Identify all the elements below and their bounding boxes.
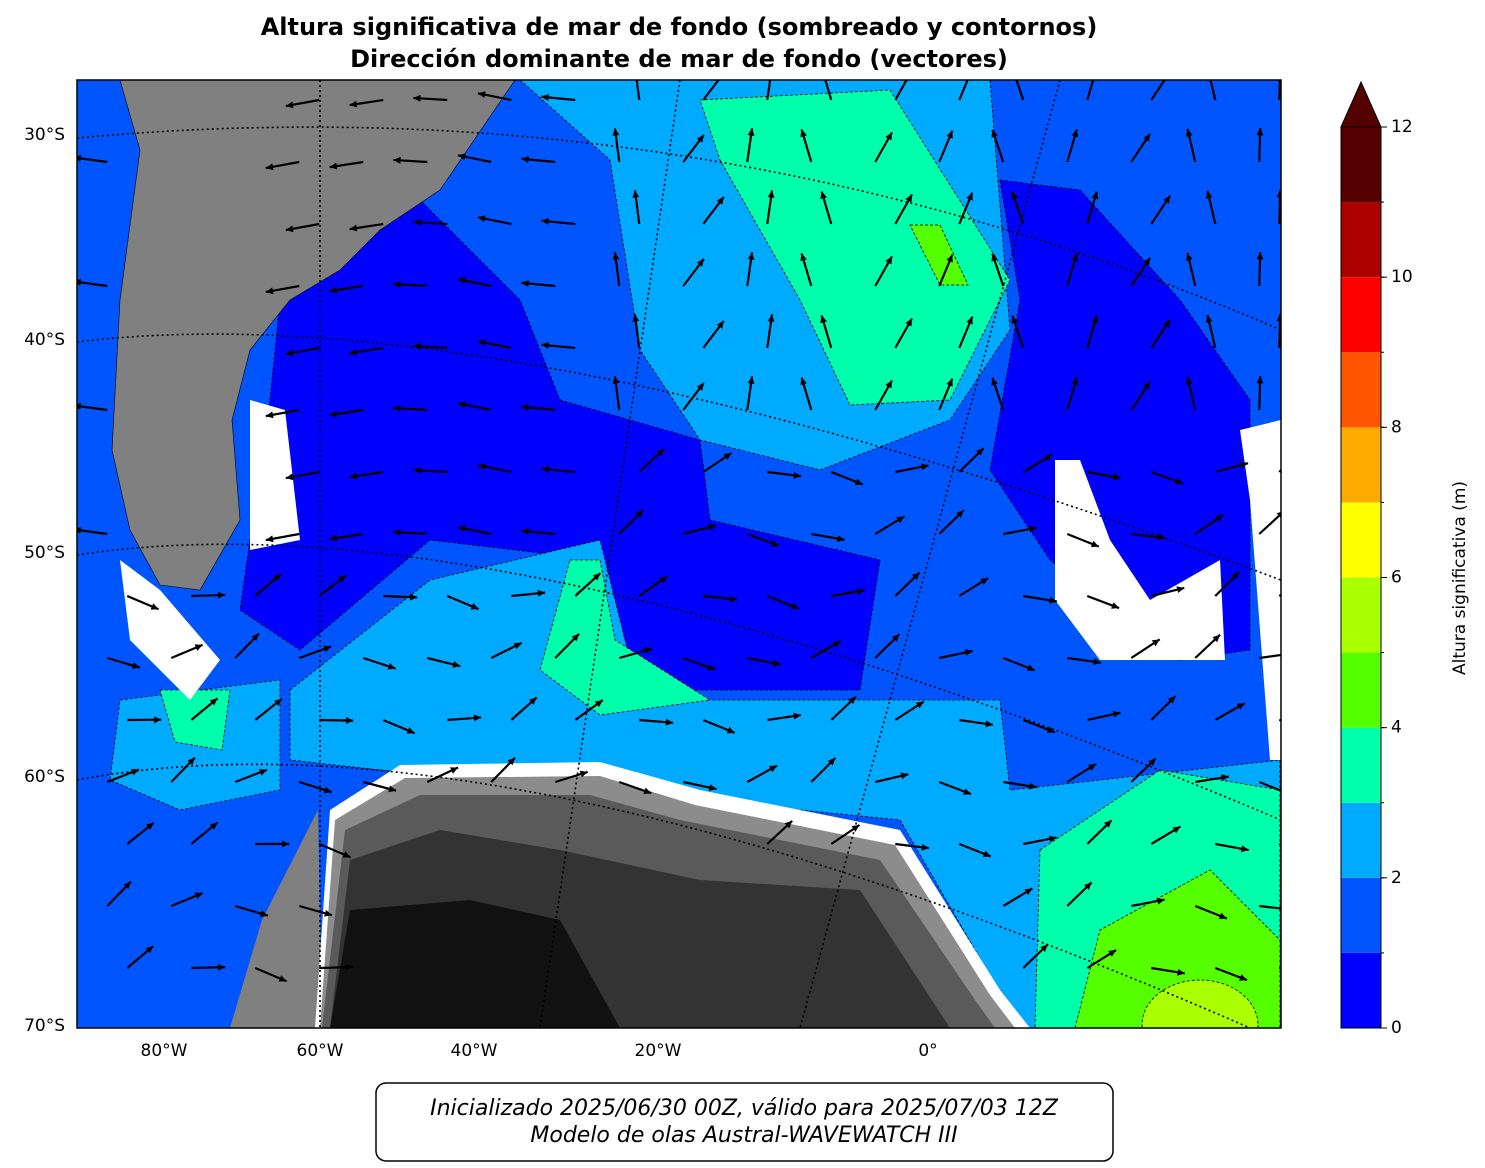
colorbar-band — [1341, 803, 1381, 878]
vector-head — [1296, 448, 1304, 456]
colorbar-extension — [1341, 82, 1381, 127]
vector-head — [1304, 958, 1312, 965]
colorbar-tick-label: 8 — [1391, 417, 1402, 437]
colorbar: 0 2 4 6 8 10 12 — [1341, 82, 1413, 1038]
colorbar-band — [1341, 277, 1381, 352]
lat-label: 30°S — [24, 125, 65, 145]
vector — [1279, 720, 1312, 727]
colorbar-band — [1341, 578, 1381, 653]
vector-head — [1283, 789, 1291, 795]
footer-line: Inicializado 2025/06/30 00Z, válido para… — [430, 1096, 1059, 1121]
lat-label: 40°S — [24, 330, 65, 350]
vector-head — [1011, 68, 1018, 76]
vector-head — [1091, 67, 1098, 75]
lat-label: 70°S — [24, 1016, 65, 1036]
lon-label: 60°W — [297, 1041, 344, 1061]
colorbar-label: Altura significativa (m) — [1450, 481, 1470, 675]
title-line: Dirección dominante de mar de fondo (vec… — [350, 45, 1008, 73]
colorbar-band — [1341, 502, 1381, 577]
sea-shading — [1142, 980, 1258, 1070]
lon-label: 80°W — [141, 1041, 188, 1061]
colorbar-tick-label: 6 — [1391, 568, 1402, 588]
vector — [1279, 960, 1312, 968]
map — [74, 66, 1313, 1070]
lon-label: 20°W — [635, 1041, 682, 1061]
vector — [1279, 66, 1280, 100]
vector-head — [1305, 722, 1313, 729]
colorbar-tick-label: 4 — [1391, 718, 1402, 738]
vector-head — [1285, 651, 1293, 658]
colorbar-band — [1341, 202, 1381, 277]
vector-head — [1285, 906, 1293, 913]
colorbar-band — [1341, 728, 1381, 803]
vector — [1279, 844, 1311, 856]
colorbar-tick-label: 2 — [1391, 868, 1402, 888]
colorbar-band — [1341, 427, 1381, 502]
colorbar-tick-label: 12 — [1391, 117, 1413, 137]
colorbar-band — [1341, 653, 1381, 728]
footer-box — [376, 1083, 1113, 1161]
colorbar-band — [1341, 352, 1381, 427]
colorbar-band — [1341, 127, 1381, 202]
colorbar-band — [1341, 878, 1381, 953]
colorbar-tick-label: 0 — [1391, 1018, 1402, 1038]
vector — [1279, 580, 1309, 596]
vector-head — [1303, 850, 1311, 857]
colorbar-band — [1341, 953, 1381, 1028]
footer-line: Modelo de olas Austral-WAVEWATCH III — [530, 1123, 957, 1148]
vector-head — [1163, 72, 1170, 80]
colorbar-tick-label: 10 — [1391, 267, 1413, 287]
vector — [1279, 448, 1303, 472]
vector-head — [1206, 67, 1213, 75]
lat-label: 50°S — [24, 543, 65, 563]
lon-label: 40°W — [451, 1041, 498, 1061]
lon-label: 0° — [918, 1041, 937, 1061]
lat-label: 60°S — [24, 767, 65, 787]
title-line: Altura significativa de mar de fondo (so… — [261, 13, 1098, 41]
vector-head — [1301, 580, 1309, 586]
vector-head — [1277, 66, 1284, 73]
